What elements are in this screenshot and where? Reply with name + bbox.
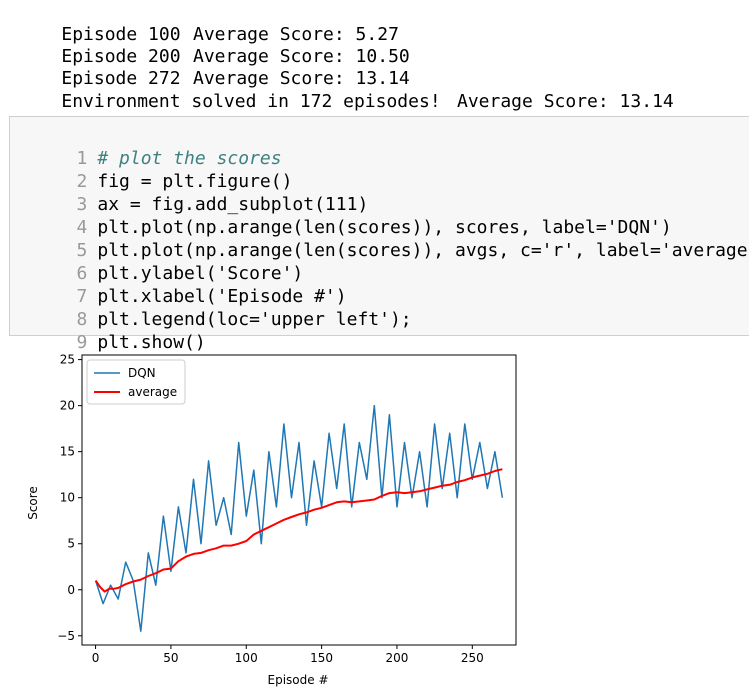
line-number: 5 [76, 240, 88, 261]
x-tick-label: 0 [92, 651, 100, 665]
code-text: plt.ylabel('Score') [97, 263, 304, 284]
y-tick-label: 20 [60, 399, 75, 413]
code-text: plt.xlabel('Episode #') [97, 286, 347, 307]
code-line: 3 ax = fig.add_subplot(111) [10, 170, 749, 215]
x-tick-label: 150 [310, 651, 333, 665]
code-text: ax = fig.add_subplot(111) [97, 194, 369, 215]
code-line: 8 plt.legend(loc='upper left'); [10, 285, 749, 330]
code-line: 9 plt.show() [10, 308, 749, 353]
code-text: fig = plt.figure() [97, 171, 293, 192]
code-text: # plot the scores [97, 148, 282, 169]
output-line-3: Episode 272 Average Score: 13.14 [18, 46, 409, 112]
code-text: plt.plot(np.arange(len(scores)), avgs, c… [97, 240, 749, 261]
code-line: 5 plt.plot(np.arange(len(scores)), avgs, … [10, 216, 749, 261]
output-average: Average Score: 13.14 [193, 68, 410, 89]
output-solved-text: Environment solved in 172 episodes! [61, 91, 441, 112]
output-episode: Episode 200 [61, 46, 181, 67]
code-line: 6 plt.ylabel('Score') [10, 239, 749, 284]
code-line: 1 # plot the scores [10, 124, 749, 169]
y-tick-label: 25 [60, 353, 75, 367]
output-line-1: Episode 100 Average Score: 5.27 [18, 2, 399, 68]
x-axis-label: Episode # [268, 673, 329, 687]
x-tick-label: 250 [461, 651, 484, 665]
line-number: 6 [76, 263, 88, 284]
code-cell[interactable]: 1 # plot the scores 2 fig = plt.figure() 3… [9, 116, 749, 353]
line-number: 2 [76, 171, 88, 192]
y-tick-label: 15 [60, 445, 75, 459]
code-line: 2 fig = plt.figure() [10, 147, 749, 192]
code-line: 7 plt.xlabel('Episode #') [10, 262, 749, 307]
output-solved-line: Environment solved in 172 episodes! Avera… [18, 69, 673, 135]
line-number: 4 [76, 217, 88, 238]
plot-area: 0 50 100 150 200 250 −5 0 5 10 15 20 25 DQN average [57, 353, 517, 665]
x-tick-label: 100 [235, 651, 258, 665]
x-tick-label: 200 [385, 651, 408, 665]
line-number: 1 [76, 148, 88, 169]
code-text: plt.plot(np.arange(len(scores)), scores,… [97, 217, 672, 238]
output-episode: Episode 272 [61, 68, 181, 89]
y-axis-label: Score [26, 486, 40, 520]
x-tick-label: 50 [163, 651, 178, 665]
output-episode: Episode 100 [61, 24, 181, 45]
score-chart: 0 50 100 150 200 250 −5 0 5 10 15 20 25 DQN average Sc… [26, 353, 517, 687]
output-average: Average Score: 10.50 [193, 46, 410, 67]
line-number: 3 [76, 194, 88, 215]
line-number: 7 [76, 286, 88, 307]
y-axis-label-group: Score [26, 486, 40, 520]
line-number: 8 [76, 309, 88, 330]
y-tick-label: 5 [67, 537, 75, 551]
output-line-2: Episode 200 Average Score: 10.50 [18, 24, 409, 90]
axes-frame [81, 354, 517, 646]
line-number: 9 [76, 332, 88, 353]
y-tick-label: −5 [57, 629, 75, 643]
code-text: plt.legend(loc='upper left'); [97, 309, 412, 330]
legend-label: average [128, 385, 177, 399]
legend-label: DQN [128, 366, 156, 380]
y-tick-label: 10 [60, 491, 75, 505]
series-line-average [94, 468, 503, 593]
series-line-dqn [94, 404, 504, 632]
code-line: 4 plt.plot(np.arange(len(scores)), scores… [10, 193, 749, 238]
code-text: plt.show() [97, 332, 206, 353]
y-tick-label: 0 [67, 583, 75, 597]
output-solved-average: Average Score: 13.14 [457, 91, 674, 112]
output-average: Average Score: 5.27 [193, 24, 399, 45]
